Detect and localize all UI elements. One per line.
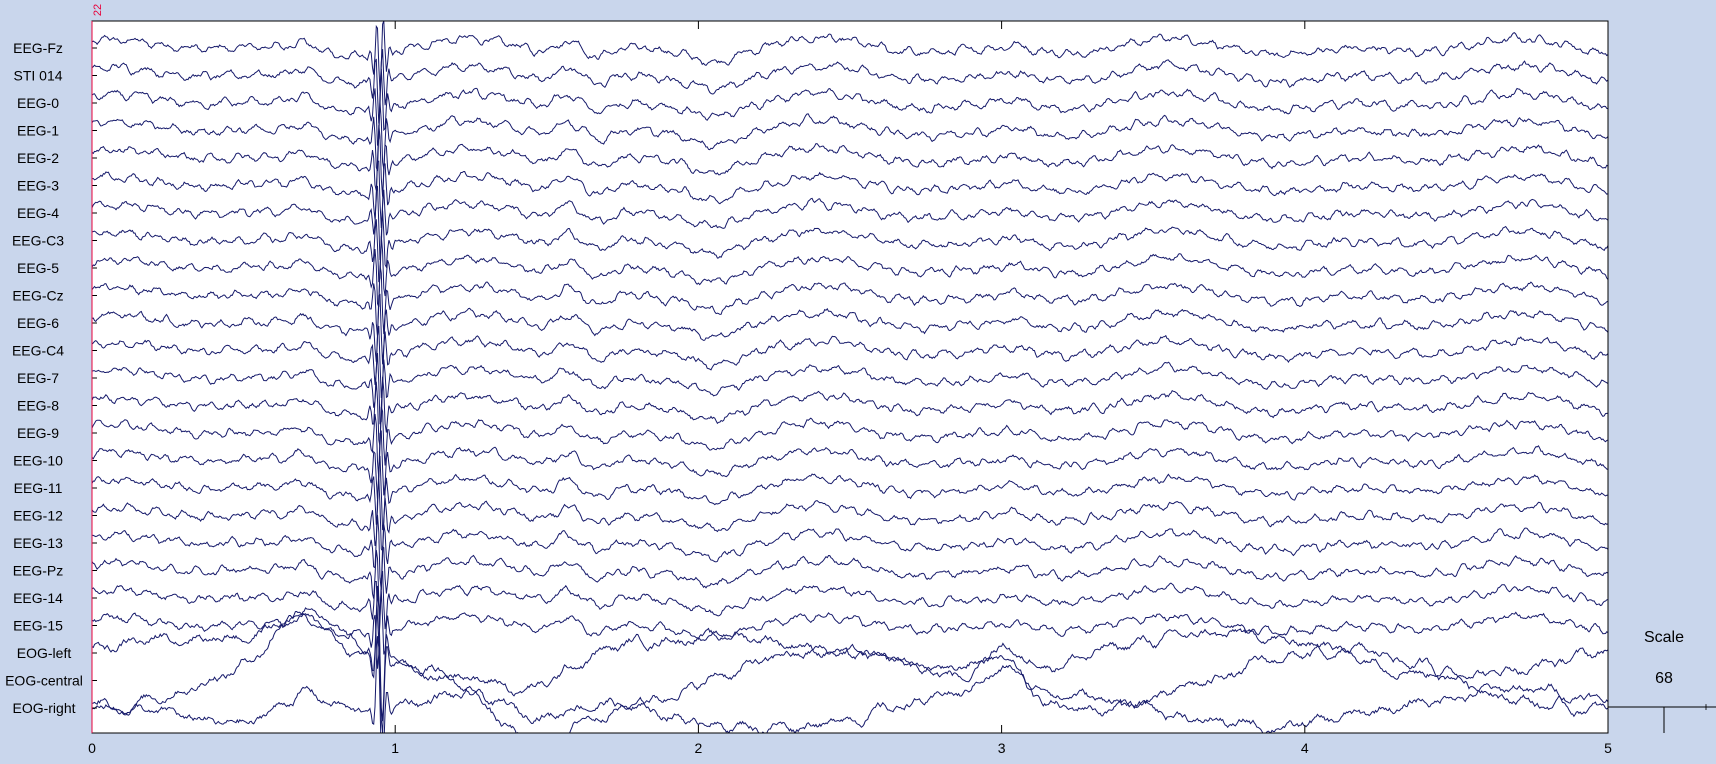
trace-eeg-6[interactable] — [92, 293, 1608, 365]
channel-label-eeg-7[interactable]: EEG-7 — [17, 370, 59, 386]
channel-label-eeg-cz[interactable]: EEG-Cz — [12, 288, 63, 304]
x-tick-label: 3 — [998, 740, 1006, 756]
channel-label-eeg-c4[interactable]: EEG-C4 — [12, 343, 64, 359]
trace-eeg-3[interactable] — [92, 160, 1608, 229]
trace-eeg-fz[interactable] — [92, 21, 1608, 91]
x-tick-label: 5 — [1604, 740, 1612, 756]
trace-eeg-11[interactable] — [92, 455, 1608, 531]
channel-label-eeg-11[interactable]: EEG-11 — [14, 480, 63, 496]
trace-eeg-9[interactable] — [92, 406, 1608, 479]
trace-eeg-8[interactable] — [92, 376, 1608, 447]
trace-eeg-pz[interactable] — [92, 545, 1608, 617]
channel-label-eeg-5[interactable]: EEG-5 — [17, 260, 59, 276]
channel-label-eeg-1[interactable]: EEG-1 — [17, 123, 59, 139]
channel-label-eeg-12[interactable]: EEG-12 — [13, 508, 63, 524]
channel-label-eog-right[interactable]: EOG-right — [12, 700, 75, 716]
trace-eeg-15[interactable] — [92, 591, 1608, 669]
channel-label-eeg-fz[interactable]: EEG-Fz — [13, 40, 63, 56]
channel-label-eeg-15[interactable]: EEG-15 — [13, 618, 63, 634]
channel-label-eeg-10[interactable]: EEG-10 — [13, 453, 63, 469]
trace-eog-right[interactable] — [92, 636, 1608, 764]
channel-label-eog-central[interactable]: EOG-central — [5, 673, 83, 689]
trace-eeg-2[interactable] — [92, 124, 1608, 197]
channel-label-eeg-2[interactable]: EEG-2 — [17, 150, 59, 166]
channel-label-eeg-3[interactable]: EEG-3 — [17, 178, 59, 194]
channel-label-eeg-pz[interactable]: EEG-Pz — [13, 563, 64, 579]
trace-eeg-5[interactable] — [92, 236, 1608, 308]
trace-eog-left[interactable] — [92, 591, 1608, 733]
trace-eeg-10[interactable] — [92, 429, 1608, 500]
channel-label-eeg-4[interactable]: EEG-4 — [17, 205, 59, 221]
trace-eeg-cz[interactable] — [92, 265, 1608, 337]
scale-group: Scale 68 + — [1608, 629, 1716, 733]
channel-label-eeg-9[interactable]: EEG-9 — [17, 425, 59, 441]
trace-sti-014[interactable] — [92, 49, 1608, 124]
event-marker-group: 22 — [91, 4, 104, 733]
trace-eeg-7[interactable] — [92, 352, 1608, 425]
trace-eeg-4[interactable] — [92, 185, 1608, 261]
trace-eeg-13[interactable] — [92, 514, 1608, 591]
channel-label-eeg-6[interactable]: EEG-6 — [17, 315, 59, 331]
channel-label-eeg-8[interactable]: EEG-8 — [17, 398, 59, 414]
channel-labels-group: EEG-Fz STI 014 EEG-0 EEG-1 EEG-2 EEG-3 EEG-4 EE… — [5, 40, 83, 716]
x-tick-label: 1 — [391, 740, 399, 756]
trace-eeg-1[interactable] — [92, 102, 1608, 172]
trace-eog-central[interactable] — [92, 585, 1608, 745]
channel-label-eeg-c3[interactable]: EEG-C3 — [12, 233, 64, 249]
scale-plus-icon: + — [1702, 700, 1709, 714]
x-tick-label: 0 — [88, 740, 96, 756]
channel-label-eeg-13[interactable]: EEG-13 — [13, 535, 63, 551]
trace-eeg-12[interactable] — [92, 478, 1608, 553]
trace-eeg-c4[interactable] — [92, 325, 1608, 398]
channel-label-sti-014[interactable]: STI 014 — [13, 68, 62, 84]
channel-label-eeg-14[interactable]: EEG-14 — [13, 590, 63, 606]
scale-value: 68 — [1655, 670, 1673, 687]
x-tick-label: 4 — [1301, 740, 1309, 756]
plot-area[interactable] — [92, 21, 1608, 733]
trace-eeg-c3[interactable] — [92, 210, 1608, 283]
scale-title: Scale — [1644, 629, 1684, 646]
channel-label-eog-left[interactable]: EOG-left — [17, 645, 72, 661]
event-marker-label: 22 — [92, 4, 104, 16]
traces-group — [92, 21, 1608, 764]
trace-eeg-0[interactable] — [92, 68, 1608, 146]
trace-eeg-14[interactable] — [92, 570, 1608, 644]
channel-label-eeg-0[interactable]: EEG-0 — [17, 95, 59, 111]
x-tick-label: 2 — [695, 740, 703, 756]
